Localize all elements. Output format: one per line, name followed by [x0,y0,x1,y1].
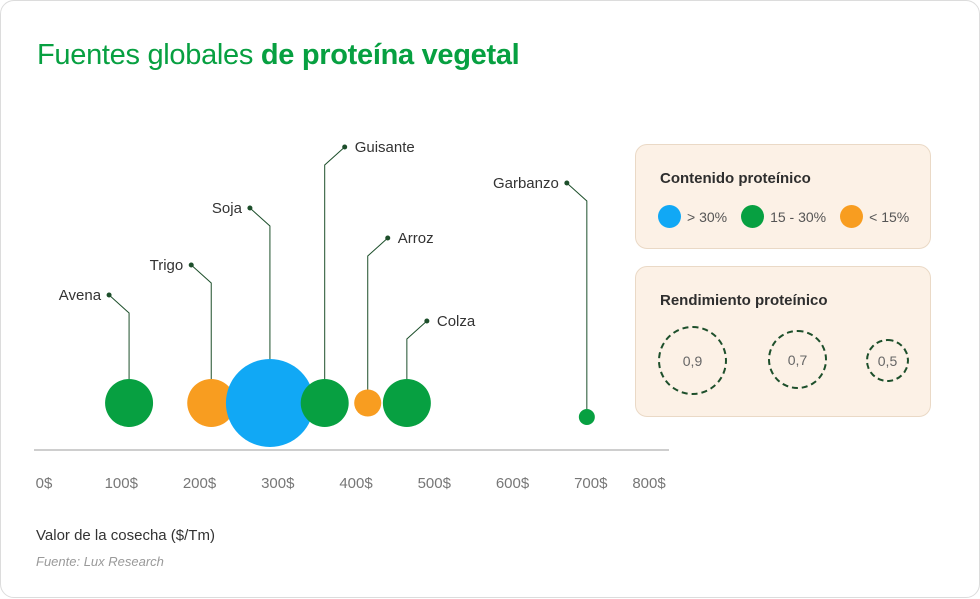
legend-swatch-low [840,205,864,228]
legend-protein: Contenido proteínico > 30% 15 - 30% < 15… [635,144,931,249]
legend-item-high: > 30% [658,205,727,228]
legend-label-mid: 15 - 30% [770,208,827,225]
leader-dot [424,318,430,324]
x-tick-label: 100$ [105,475,139,492]
leader-dot [385,235,391,241]
legend-item-low: < 15% [840,205,909,228]
leader-line [190,264,212,380]
legend-swatch-mid [741,205,765,228]
bubble-label: Colza [437,313,476,330]
legend-yield: Rendimiento proteínico 0,9 0,7 0,5 [635,266,931,417]
legend-protein-title: Contenido proteínico [660,170,811,187]
leader-line [324,146,346,380]
x-tick-label: 400$ [339,475,373,492]
leader-dot [247,205,253,211]
x-tick-label: 0$ [36,475,53,492]
leader-line [108,294,130,380]
bubble-garbanzo [578,409,595,425]
bubble-label: Soja [212,200,243,217]
x-tick-label: 800$ [632,475,666,492]
bubble-label: Avena [59,287,102,304]
leader-dot [106,292,112,298]
title-bold: de proteína vegetal [260,39,520,71]
leader-dot [188,262,194,268]
x-axis-label: Valor de la cosecha ($/Tm) [36,527,215,544]
bubble-label: Trigo [150,257,184,274]
x-tick-label: 300$ [261,475,295,492]
x-tick-label: 500$ [418,475,452,492]
leader-line [406,320,428,380]
bubble-arroz [354,389,382,417]
bubble-trigo [187,379,236,427]
x-tick-label: 700$ [574,475,608,492]
bubble-soja [225,359,314,447]
source-note: Fuente: Lux Research [36,554,164,569]
leader-dot [342,144,348,150]
legend-swatch-high [658,205,681,228]
bubble-avena [105,379,154,427]
legend-yield-title: Rendimiento proteínico [660,292,828,309]
leader-line [566,182,588,409]
title-regular: Fuentes globales [37,39,254,71]
leader-line [367,237,389,390]
chart-title: Fuentes globales de proteína vegetal [37,39,520,72]
x-tick-label: 200$ [183,475,217,492]
legend-label-low: < 15% [869,208,910,225]
x-tick-label: 600$ [496,475,530,492]
bubble-label: Garbanzo [493,175,559,192]
yield-size-medium: 0,7 [768,330,827,389]
leader-dot [564,180,570,186]
bubble-label: Arroz [398,230,434,247]
bubble-label: Guisante [355,139,415,156]
legend-label-high: > 30% [687,208,728,225]
leader-line [249,207,271,359]
bubble-guisante [300,379,349,427]
legend-protein-items: > 30% 15 - 30% < 15% [658,205,909,228]
legend-item-mid: 15 - 30% [741,205,826,228]
bubble-colza [382,379,431,427]
yield-size-large: 0,9 [658,326,727,395]
yield-size-small: 0,5 [866,339,909,382]
